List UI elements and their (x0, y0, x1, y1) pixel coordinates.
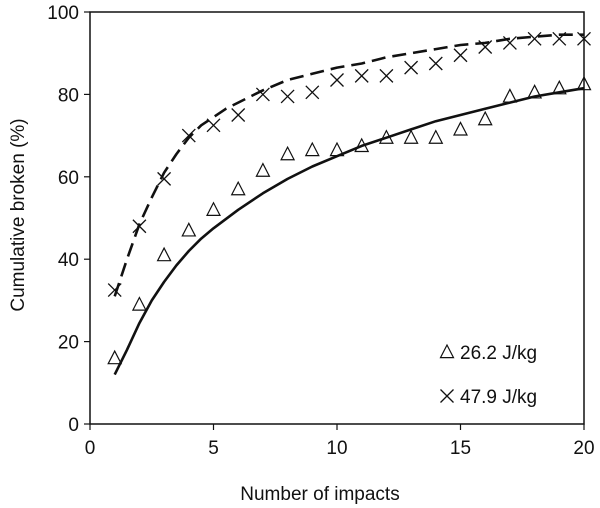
legend: 26.2 J/kg 47.9 J/kg (439, 343, 537, 408)
x-tick-label: 0 (85, 438, 96, 459)
legend-x-marker (440, 389, 454, 403)
data-point-triangle (378, 129, 394, 144)
data-point-triangle (329, 141, 345, 157)
data-point-x (379, 68, 394, 83)
data-point-x (280, 89, 295, 104)
y-axis-title: Cumulative broken (%) (8, 118, 29, 311)
data-point-triangle (206, 201, 221, 216)
data-point-x (404, 60, 419, 75)
fit-line-series-0 (113, 86, 585, 376)
data-point-triangle (576, 75, 592, 91)
data-point-x (577, 31, 591, 46)
y-tick-label: 100 (47, 3, 79, 24)
data-markers (107, 31, 592, 365)
legend-x-glyph (440, 389, 454, 403)
data-point-x (255, 87, 270, 102)
legend-label-47-9: 47.9 J/kg (460, 387, 537, 408)
data-point-triangle (156, 246, 172, 262)
x-tick-label: 20 (573, 438, 594, 459)
x-tick-label: 10 (326, 438, 347, 459)
data-point-x (502, 35, 517, 50)
legend-item-26-2: 26.2 J/kg (439, 343, 537, 364)
data-point-x (330, 73, 344, 87)
data-point-x (428, 56, 443, 71)
data-point-triangle (304, 141, 320, 157)
x-axis-ticks: 0 5 10 15 20 (85, 424, 595, 459)
x-tick-label: 15 (450, 438, 471, 459)
data-point-triangle (527, 84, 543, 99)
data-point-triangle (107, 349, 123, 365)
data-point-triangle (354, 137, 370, 153)
legend-item-47-9: 47.9 J/kg (440, 387, 537, 408)
data-point-x (354, 68, 369, 83)
data-point-x (132, 219, 147, 234)
data-point-triangle (255, 162, 271, 177)
data-point-x (478, 40, 493, 54)
data-point-x (206, 118, 221, 133)
x-axis-title: Number of impacts (240, 484, 399, 505)
data-point-triangle (403, 129, 419, 144)
data-point-triangle (453, 121, 468, 136)
data-point-x (107, 283, 122, 298)
fit-lines (113, 33, 585, 376)
x-tick-label: 5 (208, 438, 219, 459)
legend-label-26-2: 26.2 J/kg (460, 343, 537, 364)
y-tick-label: 60 (58, 168, 79, 189)
data-point-triangle (131, 296, 147, 311)
y-axis-ticks: 0 20 40 60 80 100 (47, 3, 90, 436)
y-tick-label: 80 (58, 85, 79, 106)
legend-triangle-marker (439, 343, 455, 359)
data-point-x (305, 85, 320, 100)
data-point-x (453, 48, 468, 63)
data-point-x (552, 31, 567, 46)
data-point-triangle (477, 110, 493, 126)
y-tick-label: 0 (68, 415, 79, 436)
data-point-x (157, 171, 172, 186)
fit-line-series-1 (113, 33, 584, 297)
data-point-x (181, 128, 196, 143)
data-point-triangle (181, 222, 197, 237)
data-point-triangle (502, 88, 518, 103)
y-tick-label: 20 (58, 333, 79, 354)
data-point-triangle (230, 180, 246, 196)
data-point-triangle (428, 129, 444, 144)
data-point-x (527, 31, 542, 46)
legend-triangle-glyph (439, 343, 455, 359)
data-point-triangle (280, 145, 296, 161)
data-point-triangle (551, 79, 567, 95)
data-point-x (231, 108, 246, 122)
y-tick-label: 40 (58, 250, 79, 271)
